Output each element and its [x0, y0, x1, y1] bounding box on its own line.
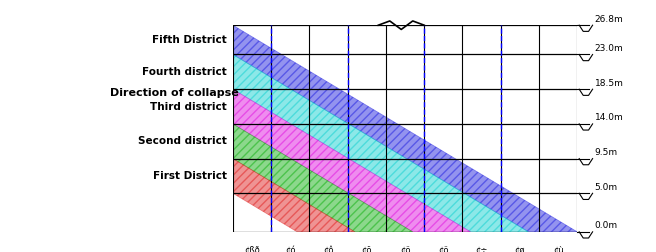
Text: 0.0m: 0.0m	[594, 221, 618, 230]
Text: Third district: Third district	[150, 102, 227, 112]
Text: ¢ô: ¢ô	[323, 246, 334, 252]
Text: 26.8m: 26.8m	[594, 15, 623, 24]
Text: ¢ó: ¢ó	[285, 246, 296, 252]
Text: 18.5m: 18.5m	[594, 79, 623, 88]
Text: Fourth district: Fourth district	[142, 67, 227, 77]
Text: ¢õ: ¢õ	[361, 246, 372, 252]
Text: ¢ù: ¢ù	[553, 246, 564, 252]
Text: 9.5m: 9.5m	[594, 148, 618, 157]
Text: ¢ßð: ¢ßð	[244, 246, 260, 252]
Polygon shape	[233, 124, 413, 232]
Text: First District: First District	[153, 171, 227, 181]
Polygon shape	[233, 159, 355, 232]
Text: Second district: Second district	[138, 136, 227, 146]
Text: ¢ø: ¢ø	[514, 246, 525, 252]
Text: 23.0m: 23.0m	[594, 44, 623, 53]
Text: Direction of collapse: Direction of collapse	[110, 88, 239, 98]
Polygon shape	[233, 25, 577, 232]
Text: 14.0m: 14.0m	[594, 113, 623, 122]
Text: ¢ö: ¢ö	[400, 246, 411, 252]
Polygon shape	[233, 89, 470, 232]
Text: 5.0m: 5.0m	[594, 183, 618, 192]
Text: Fifth District: Fifth District	[152, 35, 227, 45]
Text: ¢÷: ¢÷	[476, 246, 488, 252]
Polygon shape	[233, 54, 529, 232]
Text: ¢ö: ¢ö	[438, 246, 449, 252]
